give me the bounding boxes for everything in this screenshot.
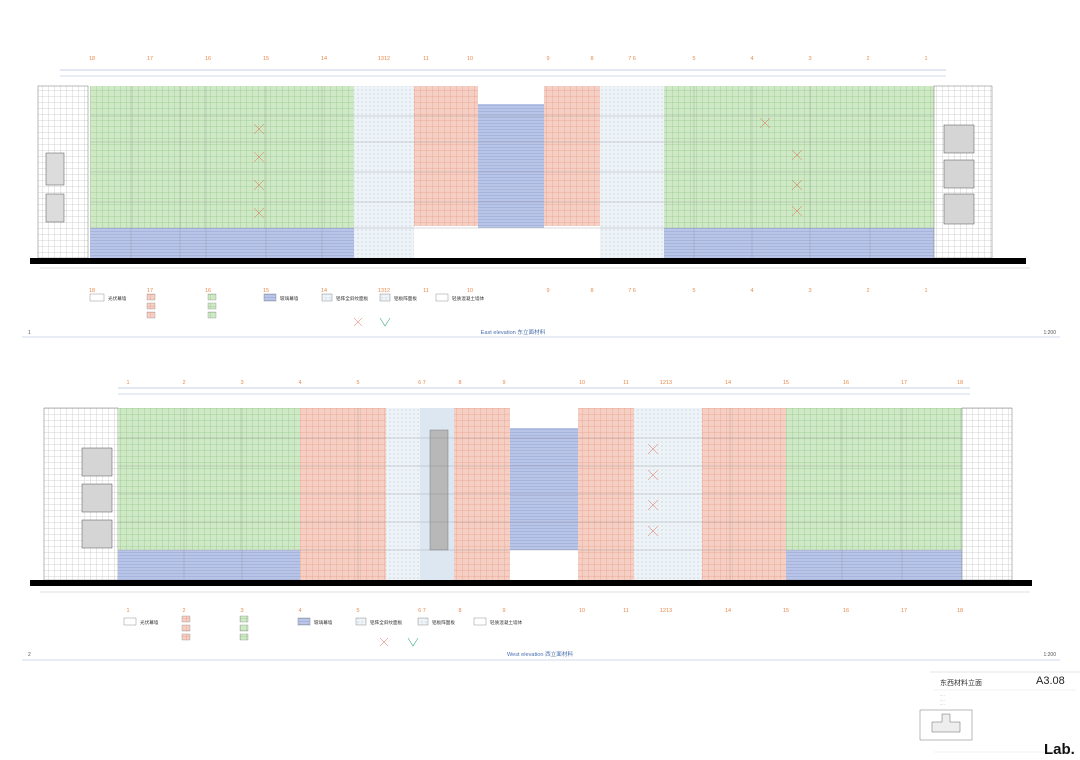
east-grid-label-top: 2 [866, 56, 869, 62]
west-scale: 1:200 [1043, 652, 1056, 658]
east-legend-label: 铝阵全斜纹面板 [336, 295, 369, 302]
east-grid-label-top: 14 [321, 56, 327, 62]
west-grid-label-top: 10 [579, 380, 585, 386]
east-caption: East elevation 东立面材料 [481, 328, 546, 336]
east-grid-label-bottom: 18 [89, 288, 95, 294]
east-grid-label-bottom: 3 [808, 288, 811, 294]
west-grid-label-top: 1 [126, 380, 129, 386]
east-grid-label-top: 16 [205, 56, 211, 62]
west-grid-label-bottom: 8 [458, 608, 461, 614]
east-grid-label-top: 18 [89, 56, 95, 62]
west-grid-label-bottom: 9 [502, 608, 505, 614]
west-legend-label: 铝阵全斜纹面板 [370, 619, 403, 626]
west-grid-label-top: 14 [725, 380, 731, 386]
east-grid-label-top: 5 [692, 56, 695, 62]
east-grid-label-top: 7 6 [628, 56, 636, 62]
east-grid-label-top: 10 [467, 56, 473, 62]
east-grid-label-top: 11 [423, 56, 429, 62]
sheet-number: A3.08 [1036, 675, 1065, 687]
east-grid-label-top: 17 [147, 56, 153, 62]
west-grid-label-bottom: 1213 [660, 608, 672, 614]
east-grid-label-bottom: 1 [924, 288, 927, 294]
east-grid-label-bottom: 10 [467, 288, 473, 294]
east-elevation [22, 69, 1060, 338]
east-grid-label-top: 9 [546, 56, 549, 62]
east-grid-label-top: 4 [750, 56, 753, 62]
west-grid-label-bottom: 15 [783, 608, 789, 614]
east-grid-label-bottom: 9 [546, 288, 549, 294]
west-grid-label-top: 6 7 [418, 380, 426, 386]
west-grid-label-bottom: 17 [901, 608, 907, 614]
west-grid-label-top: 2 [182, 380, 185, 386]
east-legend-label: 轻质混凝土墙体 [452, 295, 485, 302]
east-grid-label-bottom: 16 [205, 288, 211, 294]
west-legend-label: 光伏幕墙 [140, 619, 159, 626]
east-grid-label-bottom: 8 [590, 288, 593, 294]
west-grid-label-top: 1213 [660, 380, 672, 386]
west-grid-label-top: 17 [901, 380, 907, 386]
east-grid-label-bottom: 1312 [378, 288, 390, 294]
project-info: ···· ···· ···· [940, 694, 945, 707]
west-grid-label-bottom: 10 [579, 608, 585, 614]
west-drawing-number: 2 [28, 652, 31, 658]
west-grid-label-bottom: 11 [623, 608, 629, 614]
west-legend [123, 615, 487, 647]
west-grid-label-top: 4 [298, 380, 301, 386]
west-grid-label-bottom: 2 [182, 608, 185, 614]
west-grid-label-top: 16 [843, 380, 849, 386]
east-grid-label-bottom: 5 [692, 288, 695, 294]
west-grid-label-bottom: 6 7 [418, 608, 426, 614]
west-grid-label-top: 11 [623, 380, 629, 386]
drawing-labels: 1818171716161515141413121312111110109988… [28, 56, 1056, 658]
west-grid-label-bottom: 16 [843, 608, 849, 614]
west-grid-label-top: 18 [957, 380, 963, 386]
east-legend-label: 玻璃幕墙 [280, 295, 299, 302]
west-grid-label-bottom: 14 [725, 608, 731, 614]
west-grid-label-bottom: 18 [957, 608, 963, 614]
east-grid-label-bottom: 11 [423, 288, 429, 294]
sheet-title: 东西材料立面 [940, 680, 982, 687]
west-legend-label: 铝板阵面板 [432, 619, 455, 626]
west-grid-label-top: 15 [783, 380, 789, 386]
east-grid-label-top: 3 [808, 56, 811, 62]
west-grid-label-top: 8 [458, 380, 461, 386]
east-legend-label: 铝板阵面板 [394, 295, 417, 302]
west-caption: West elevation 西立面材料 [507, 650, 574, 658]
east-grid-label-top: 8 [590, 56, 593, 62]
west-grid-label-bottom: 5 [356, 608, 359, 614]
title-block [919, 671, 1080, 753]
west-grid-label-top: 9 [502, 380, 505, 386]
east-drawing-number: 1 [28, 330, 31, 336]
firm-logo: Lab. [1044, 741, 1075, 758]
east-grid-label-top: 15 [263, 56, 269, 62]
west-grid-label-top: 5 [356, 380, 359, 386]
west-legend-label: 玻璃幕墙 [314, 619, 333, 626]
east-grid-label-bottom: 14 [321, 288, 327, 294]
east-grid-label-top: 1312 [378, 56, 390, 62]
east-scale: 1:200 [1043, 330, 1056, 336]
west-grid-label-bottom: 3 [240, 608, 243, 614]
east-legend [89, 293, 449, 327]
west-grid-label-top: 3 [240, 380, 243, 386]
west-legend-label: 轻质混凝土墙体 [490, 619, 523, 626]
east-grid-label-bottom: 4 [750, 288, 753, 294]
east-grid-label-bottom: 2 [866, 288, 869, 294]
west-grid-label-bottom: 4 [298, 608, 301, 614]
east-grid-label-bottom: 17 [147, 288, 153, 294]
east-legend-label: 光伏幕墙 [108, 295, 127, 302]
east-grid-label-bottom: 15 [263, 288, 269, 294]
east-grid-label-bottom: 7 6 [628, 288, 636, 294]
west-elevation [22, 387, 1060, 661]
east-grid-label-top: 1 [924, 56, 927, 62]
west-grid-label-bottom: 1 [126, 608, 129, 614]
